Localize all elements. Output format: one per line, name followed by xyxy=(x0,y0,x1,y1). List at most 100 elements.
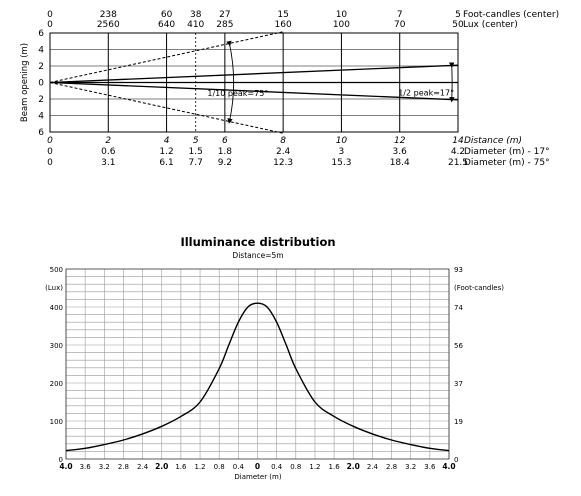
beam-y-tick: 6 xyxy=(38,29,44,39)
beam-bottom-row-label: Diameter (m) - 17° xyxy=(464,147,550,157)
beam-top-value: 0 xyxy=(47,10,53,20)
beam-top-value: 640 xyxy=(158,20,175,30)
beam-diameter-value: 1.2 xyxy=(159,147,173,157)
beam-diameter-value: 6.1 xyxy=(159,158,173,168)
illum-y-tick-left: 500 xyxy=(50,266,63,274)
beam-top-row-label: Lux (center) xyxy=(463,20,518,30)
beam-top-value: 100 xyxy=(333,20,350,30)
beam-top-value: 27 xyxy=(219,10,230,20)
beam-distance-tick: 6 xyxy=(222,136,228,146)
beam-17-annotation: 1/2 peak=17° xyxy=(398,88,454,97)
illum-x-tick: 2.0 xyxy=(155,462,168,471)
beam-top-value: 15 xyxy=(277,10,288,20)
illum-x-tick: 1.2 xyxy=(194,463,205,471)
beam-top-value: 70 xyxy=(394,20,406,30)
beam-y-label: Beam opening (m) xyxy=(20,43,30,122)
illum-y-label-left: (Lux) xyxy=(45,284,63,292)
illum-x-label: Diameter (m) xyxy=(234,473,281,481)
beam-diameter-value: 2.4 xyxy=(276,147,291,157)
illum-y-tick-right: 93 xyxy=(454,266,463,274)
beam-diameter-value: 18.4 xyxy=(390,158,410,168)
illum-x-tick: 0 xyxy=(255,462,260,471)
illum-x-tick: 0.4 xyxy=(233,463,245,471)
illum-y-tick-left: 200 xyxy=(50,380,63,388)
beam-top-value: 38 xyxy=(190,10,202,20)
beam-top-value: 410 xyxy=(187,20,204,30)
beam-y-tick: 6 xyxy=(38,128,44,138)
beam-bottom-row-label: Distance (m) xyxy=(464,136,522,146)
beam-diameter-value: 3.1 xyxy=(101,158,115,168)
beam-top-value: 2560 xyxy=(97,20,120,30)
beam-y-tick: 0 xyxy=(38,79,44,89)
illum-x-tick: 0.4 xyxy=(271,463,283,471)
illum-y-tick-right: 37 xyxy=(454,380,463,388)
illum-y-tick-left: 100 xyxy=(50,418,63,426)
illum-x-tick: 4.0 xyxy=(59,462,72,471)
beam-distance-tick: 5 xyxy=(193,136,199,146)
beam-distance-tick: 8 xyxy=(280,136,286,146)
illum-x-tick: 1.6 xyxy=(175,463,187,471)
beam-top-value: 7 xyxy=(397,10,403,20)
beam-diameter-value: 9.2 xyxy=(218,158,232,168)
illum-x-tick: 2.4 xyxy=(367,463,379,471)
beam-y-tick: 4 xyxy=(38,46,44,56)
beam-diameter-value: 12.3 xyxy=(273,158,293,168)
beam-y-tick: 4 xyxy=(38,112,44,122)
beam-top-value: 238 xyxy=(100,10,117,20)
beam-diameter-value: 0 xyxy=(47,147,53,157)
illum-x-tick: 0.8 xyxy=(290,463,301,471)
illum-y-tick-left: 0 xyxy=(59,456,63,464)
beam-y-tick: 2 xyxy=(38,95,44,105)
beam-diameter-value: 4.2 xyxy=(451,147,465,157)
illum-y-tick-right: 74 xyxy=(454,304,463,312)
beam-diameter-value: 3.6 xyxy=(393,147,408,157)
illum-y-tick-left: 400 xyxy=(50,304,63,312)
beam-75-arc xyxy=(226,40,234,124)
illum-x-tick: 2.0 xyxy=(347,462,360,471)
beam-diameter-value: 7.7 xyxy=(189,158,203,168)
beam-17-line xyxy=(49,81,459,101)
illum-x-tick: 0.8 xyxy=(214,463,225,471)
beam-top-value: 0 xyxy=(47,20,53,30)
illum-x-tick: 4.0 xyxy=(442,462,455,471)
beam-diameter-value: 1.8 xyxy=(218,147,233,157)
beam-diameter-value: 3 xyxy=(339,147,345,157)
illum-y-tick-right: 19 xyxy=(454,418,463,426)
illuminance-title: Illuminance distribution xyxy=(180,235,335,249)
beam-bottom-row-label: Diameter (m) - 75° xyxy=(464,158,550,168)
beam-diameter-value: 15.3 xyxy=(331,158,351,168)
beam-diameter-value: 1.5 xyxy=(189,147,203,157)
beam-top-value: 285 xyxy=(216,20,233,30)
beam-diameter-value: 0 xyxy=(47,158,53,168)
illum-y-tick-right: 0 xyxy=(454,456,458,464)
illum-x-tick: 3.6 xyxy=(80,463,92,471)
illuminance-subtitle: Distance=5m xyxy=(232,251,283,260)
illum-y-tick-left: 300 xyxy=(50,342,63,350)
illum-x-tick: 2.8 xyxy=(386,463,397,471)
illum-x-tick: 1.2 xyxy=(309,463,320,471)
illum-y-label-right: (Foot-candles) xyxy=(454,284,504,292)
beam-y-tick: 2 xyxy=(38,62,44,72)
beam-top-value: 10 xyxy=(336,10,348,20)
beam-distance-tick: 10 xyxy=(336,136,348,146)
illum-x-tick: 2.4 xyxy=(137,463,149,471)
beam-top-value: 50 xyxy=(452,20,464,30)
illum-y-tick-right: 56 xyxy=(454,342,463,350)
illum-x-tick: 2.8 xyxy=(118,463,129,471)
beam-top-value: 60 xyxy=(161,10,173,20)
beam-distance-tick: 2 xyxy=(105,136,111,146)
beam-top-value: 5 xyxy=(455,10,461,20)
illum-x-tick: 3.2 xyxy=(99,463,110,471)
illum-curve xyxy=(65,302,450,452)
beam-distance-tick: 14 xyxy=(452,136,464,146)
beam-distance-tick: 4 xyxy=(164,136,170,146)
beam-top-value: 160 xyxy=(275,20,292,30)
beam-diameter-value: 21.5 xyxy=(448,158,468,168)
beam-17-line xyxy=(49,64,459,84)
beam-distance-tick: 0 xyxy=(47,136,53,146)
beam-top-row-label: Foot-candles (center) xyxy=(463,10,559,20)
illum-x-tick: 3.2 xyxy=(405,463,416,471)
beam-distance-tick: 12 xyxy=(394,136,406,146)
